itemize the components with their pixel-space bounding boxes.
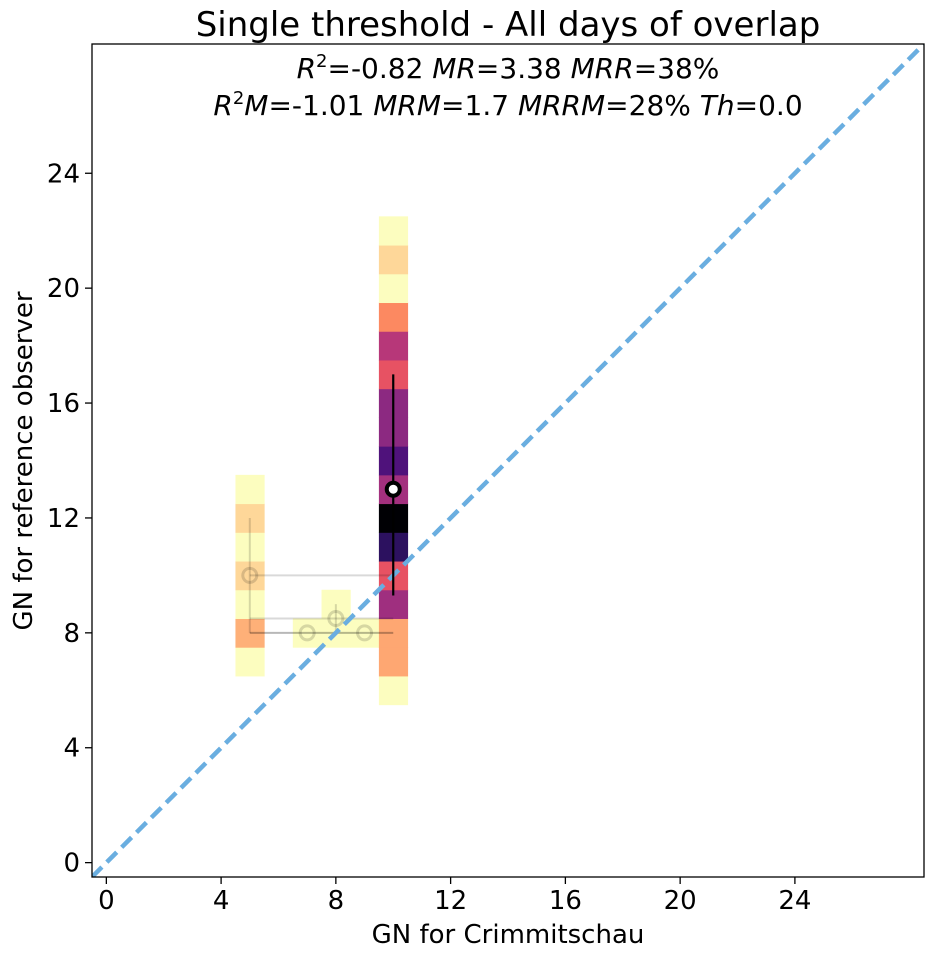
plot-frame	[91, 43, 925, 878]
main-point	[384, 480, 402, 498]
heatmap-cell	[378, 675, 409, 706]
heatmap-cell	[235, 589, 265, 619]
heatmap-cell	[235, 503, 265, 533]
heatmap-cell	[235, 532, 265, 562]
y-axis-label: GN for reference observer	[9, 291, 39, 630]
heatmap-cell	[350, 618, 380, 648]
y-tick-label: 12	[47, 504, 80, 534]
heatmap-cell	[378, 216, 409, 246]
y-tick-label: 24	[47, 159, 80, 189]
y-tick-label: 8	[63, 619, 80, 649]
x-tick-label: 0	[98, 886, 115, 916]
heatmap-cell	[378, 618, 409, 648]
x-tick-label: 4	[213, 886, 230, 916]
main-point-layer	[384, 374, 402, 596]
x-tick-label: 8	[328, 886, 345, 916]
x-axis: 0 4 8 12 16 20 24	[98, 877, 811, 916]
y-tick-label: 0	[63, 849, 80, 879]
heatmap-cell	[378, 302, 409, 332]
stats-line-1: R2=-0.82 MR=3.38 MRR=38%	[297, 51, 720, 85]
heatmap-cell	[235, 561, 265, 591]
faint-point	[298, 624, 316, 642]
cells-layer	[235, 216, 409, 706]
heatmap-cell	[378, 647, 409, 677]
faint-point	[241, 566, 259, 584]
y-tick-label: 4	[63, 734, 80, 764]
x-tick-label: 12	[434, 886, 467, 916]
heatmap-cell	[235, 474, 265, 505]
y-tick-label: 20	[47, 274, 80, 304]
x-tick-label: 20	[664, 886, 697, 916]
stats-line-2: R2M=-1.01 MRM=1.7 MRRM=28% Th=0.0	[213, 88, 802, 122]
heatmap-cell	[321, 589, 351, 619]
x-axis-label: GN for Crimmitschau	[372, 920, 645, 950]
faint-point	[327, 609, 345, 627]
faint-point	[356, 624, 374, 642]
identity-line	[92, 44, 924, 877]
x-tick-label: 16	[549, 886, 582, 916]
faint-points-layer	[241, 517, 394, 642]
heatmap-cell	[378, 273, 409, 304]
heatmap-cell	[378, 331, 409, 361]
heatmap-cell	[292, 618, 323, 648]
x-tick-label: 24	[778, 886, 811, 916]
chart-title: Single threshold - All days of overlap	[196, 5, 821, 45]
heatmap-cell	[378, 245, 409, 275]
y-tick-label: 16	[47, 389, 80, 419]
y-axis: 0 4 8 12 16 20 24	[47, 159, 92, 879]
heatmap-cell	[235, 647, 265, 677]
heatmap-cell	[235, 618, 265, 648]
